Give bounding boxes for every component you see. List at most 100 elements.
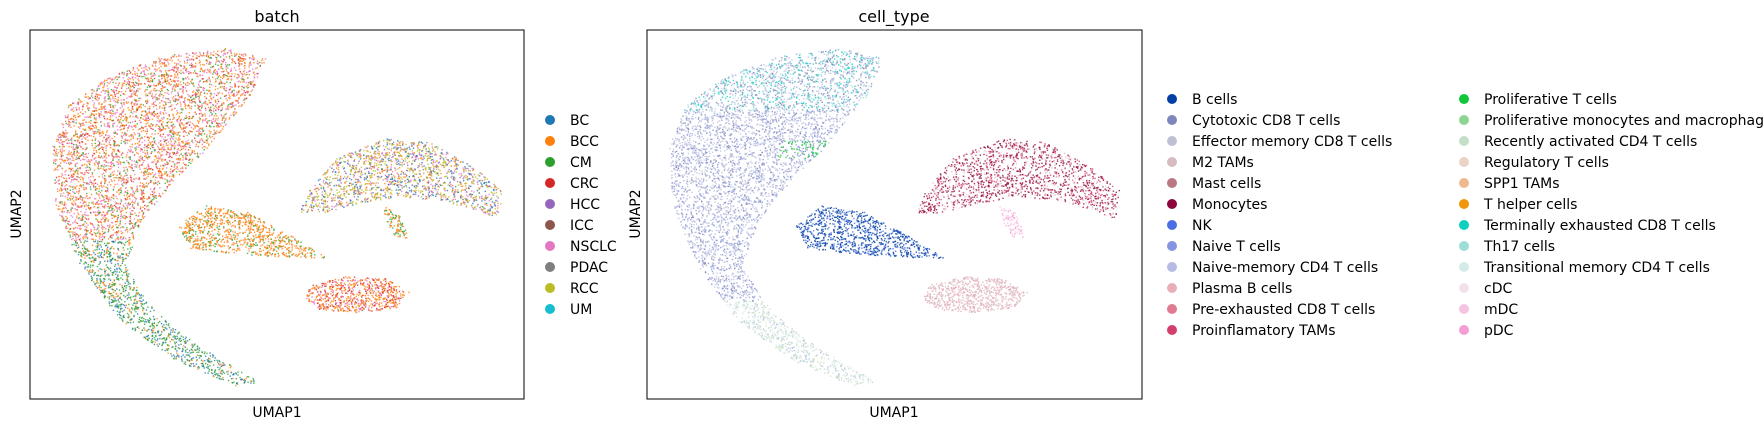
cell-point <box>59 208 61 210</box>
cell-point <box>103 283 106 286</box>
cell-point <box>116 191 118 193</box>
cell-point <box>145 155 147 157</box>
cell-point <box>83 129 86 131</box>
cell-point <box>177 337 179 340</box>
cell-point <box>64 171 66 173</box>
cell-point <box>92 132 95 134</box>
cell-point <box>79 178 82 181</box>
cell-point <box>97 270 100 272</box>
cell-point <box>197 130 199 132</box>
cell-point <box>105 285 107 287</box>
cell-point <box>126 170 129 172</box>
cell-point <box>190 107 193 110</box>
cell-point <box>230 52 233 55</box>
cell-point <box>120 125 122 127</box>
cell-point <box>233 92 235 95</box>
cell-point <box>188 112 190 114</box>
cell-point <box>114 239 117 241</box>
cell-point <box>118 82 121 84</box>
cell-point <box>171 175 173 177</box>
cell-point <box>220 378 223 380</box>
cell-point <box>172 133 175 136</box>
cell-point <box>206 79 208 82</box>
cell-point <box>232 111 235 114</box>
cell-point <box>84 149 86 151</box>
cell-point <box>129 247 132 249</box>
cell-point <box>104 108 106 110</box>
cell-point <box>136 123 138 125</box>
cell-point <box>77 171 79 173</box>
cell-point <box>62 207 65 209</box>
cell-point <box>109 184 112 186</box>
cell-point <box>116 218 118 220</box>
cell-point <box>216 57 218 59</box>
cell-point <box>116 276 118 279</box>
cell-point <box>74 164 76 166</box>
cell-point <box>232 105 234 108</box>
cell-point <box>80 186 83 188</box>
cell-point <box>106 242 109 244</box>
cell-point <box>144 336 146 338</box>
cell-point <box>209 57 211 59</box>
cell-point <box>148 107 151 110</box>
cell-point <box>171 133 174 135</box>
cell-point <box>220 67 222 69</box>
cell-point <box>106 260 109 263</box>
cell-point <box>167 141 170 143</box>
cell-point <box>185 107 187 110</box>
cell-point <box>228 64 231 66</box>
cell-point <box>204 101 206 104</box>
cell-point <box>194 349 196 351</box>
cell-point <box>178 137 180 139</box>
cell-point <box>99 152 101 154</box>
cell-point <box>229 98 231 100</box>
cell-point <box>192 65 194 67</box>
cell-point <box>256 67 258 69</box>
cell-point <box>133 287 135 289</box>
cell-point <box>197 348 199 351</box>
cell-point <box>161 158 163 161</box>
cell-point <box>86 156 88 159</box>
cell-point <box>209 352 211 354</box>
cell-point <box>74 140 77 142</box>
cell-point <box>216 98 219 101</box>
cell-point <box>57 135 59 137</box>
cell-point <box>199 64 202 66</box>
cell-point <box>186 122 188 124</box>
cell-point <box>117 96 120 99</box>
cell-point <box>153 137 155 139</box>
cell-point <box>133 302 135 304</box>
cell-point <box>124 264 126 266</box>
cell-point <box>111 180 113 182</box>
cell-point <box>146 102 148 105</box>
cell-point <box>95 234 97 236</box>
cell-point <box>126 159 128 162</box>
cell-point <box>131 201 133 204</box>
cell-point <box>124 113 126 116</box>
cell-point <box>63 159 66 161</box>
cell-point <box>92 201 94 203</box>
cell-point <box>124 271 126 273</box>
cell-point <box>129 116 131 118</box>
cell-point <box>86 105 88 107</box>
cell-point <box>95 235 97 237</box>
cell-point <box>87 169 90 172</box>
cell-point <box>180 145 182 147</box>
cell-point <box>172 99 175 101</box>
cell-point <box>121 110 124 112</box>
cell-point <box>150 113 153 116</box>
cell-point <box>119 227 122 229</box>
cell-point <box>169 78 172 81</box>
cell-point <box>145 171 147 173</box>
cell-point <box>124 118 126 120</box>
cell-point <box>59 150 62 152</box>
cell-point <box>73 231 75 233</box>
cell-point <box>74 134 76 136</box>
cell-point <box>120 277 122 279</box>
cell-point <box>102 89 104 92</box>
cell-point <box>108 167 110 170</box>
cell-point <box>90 125 92 127</box>
cell-point <box>104 221 106 223</box>
cell-point <box>113 99 115 102</box>
cell-point <box>212 97 214 99</box>
